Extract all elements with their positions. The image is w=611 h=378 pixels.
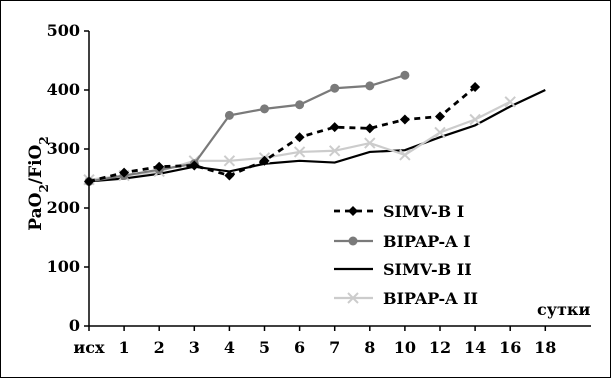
- x-tick-label: 6: [294, 338, 305, 357]
- legend-entry: BIPAP-A I: [334, 232, 471, 251]
- legend-label: SIMV-B I: [383, 202, 464, 221]
- data-point: [504, 96, 516, 108]
- x-tick-label: 10: [394, 338, 416, 357]
- data-point: [154, 161, 165, 172]
- data-point: [330, 83, 340, 93]
- data-point: [259, 155, 270, 166]
- y-tick-label: 0: [69, 316, 80, 335]
- data-point: [434, 126, 446, 139]
- x-tick-label: исх: [73, 338, 105, 357]
- y-tick-label: 400: [47, 80, 80, 99]
- x-tick-label: 12: [429, 338, 451, 357]
- series-simv-b-i: [84, 82, 481, 187]
- data-point: [329, 122, 340, 133]
- data-point: [399, 114, 410, 125]
- data-point: [189, 160, 200, 171]
- axes: [88, 31, 591, 327]
- x-ticks: исх 1 2 3 4 5 6 7 8 10 12 14 16 18: [73, 326, 556, 357]
- legend-entry: SIMV-B I: [334, 202, 464, 221]
- y-axis-label: PaO2/FiO2: [26, 136, 51, 230]
- data-point: [293, 146, 306, 158]
- data-point: [224, 110, 234, 120]
- legend-entry: SIMV-B II: [334, 260, 472, 279]
- x-tick-label: 4: [224, 338, 235, 357]
- data-point: [364, 137, 376, 149]
- x-tick-label: 5: [259, 338, 270, 357]
- data-point: [399, 149, 411, 161]
- data-point: [469, 113, 481, 126]
- y-tick-label: 200: [47, 198, 80, 217]
- x-tick-label: 14: [464, 338, 486, 357]
- series-line: [88, 74, 406, 183]
- data-point: [470, 82, 481, 93]
- legend: SIMV-B I BIPAP-A I SIMV-B II BIPAP-A II: [334, 202, 478, 308]
- data-point: [328, 145, 341, 157]
- x-tick-label: 18: [534, 338, 556, 357]
- series-simv-b-ii: [88, 89, 546, 183]
- legend-marker: [348, 236, 358, 246]
- series-line: [88, 85, 477, 183]
- data-point: [224, 170, 235, 181]
- x-tick-label: 3: [189, 338, 200, 357]
- x-unit-label: сутки: [537, 300, 590, 319]
- data-point: [435, 111, 445, 122]
- y-tick-label: 100: [47, 257, 80, 276]
- legend-marker: [347, 292, 359, 304]
- y-axis-label-text: PaO2/FiO2: [26, 136, 51, 230]
- y-ticks: 0 100 200 300 400 500: [47, 21, 89, 335]
- series-line: [88, 89, 546, 183]
- legend-label: SIMV-B II: [383, 260, 472, 279]
- series-layer: [83, 70, 546, 187]
- data-point: [400, 70, 410, 80]
- legend-entry: BIPAP-A II: [334, 289, 478, 308]
- data-point: [223, 155, 236, 167]
- data-point: [295, 100, 305, 110]
- legend-label: BIPAP-A II: [383, 289, 478, 308]
- data-point: [260, 104, 269, 114]
- legend-label: BIPAP-A I: [383, 232, 471, 251]
- x-tick-label: 7: [329, 338, 340, 357]
- x-tick-label: 16: [499, 338, 521, 357]
- x-tick-label: 1: [119, 338, 130, 357]
- data-point: [294, 132, 305, 143]
- data-point: [84, 176, 94, 187]
- data-point: [364, 123, 375, 134]
- y-tick-label: 500: [47, 21, 80, 40]
- data-point: [119, 167, 130, 178]
- legend-marker: [348, 206, 358, 216]
- data-point: [365, 81, 375, 91]
- x-tick-label: 2: [154, 338, 165, 357]
- y-tick-label: 300: [47, 139, 80, 158]
- x-tick-label: 8: [364, 338, 375, 357]
